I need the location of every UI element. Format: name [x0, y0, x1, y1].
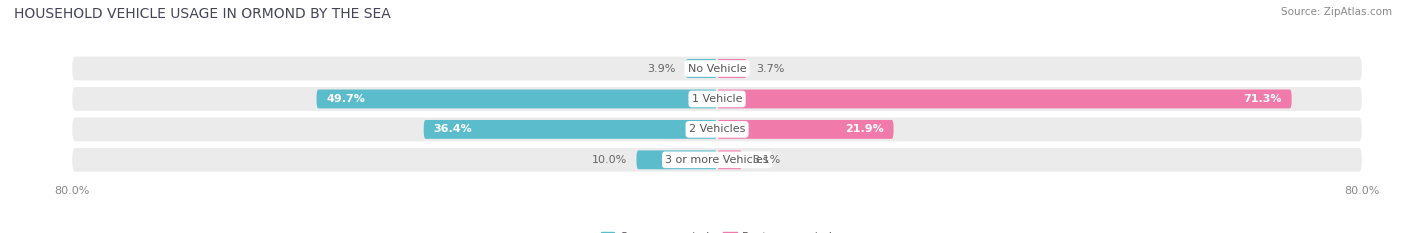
Text: 3 or more Vehicles: 3 or more Vehicles [665, 155, 769, 165]
FancyBboxPatch shape [686, 59, 717, 78]
FancyBboxPatch shape [423, 120, 717, 139]
Text: 21.9%: 21.9% [845, 124, 884, 134]
Text: 36.4%: 36.4% [433, 124, 472, 134]
FancyBboxPatch shape [717, 150, 742, 169]
Text: 71.3%: 71.3% [1243, 94, 1282, 104]
FancyBboxPatch shape [72, 148, 1362, 172]
Text: 1 Vehicle: 1 Vehicle [692, 94, 742, 104]
FancyBboxPatch shape [316, 89, 717, 108]
Text: 2 Vehicles: 2 Vehicles [689, 124, 745, 134]
FancyBboxPatch shape [637, 150, 717, 169]
Text: No Vehicle: No Vehicle [688, 64, 747, 74]
FancyBboxPatch shape [72, 57, 1362, 80]
Text: HOUSEHOLD VEHICLE USAGE IN ORMOND BY THE SEA: HOUSEHOLD VEHICLE USAGE IN ORMOND BY THE… [14, 7, 391, 21]
Text: 10.0%: 10.0% [592, 155, 627, 165]
FancyBboxPatch shape [72, 87, 1362, 111]
Text: 3.1%: 3.1% [752, 155, 780, 165]
Text: Source: ZipAtlas.com: Source: ZipAtlas.com [1281, 7, 1392, 17]
FancyBboxPatch shape [717, 120, 894, 139]
FancyBboxPatch shape [717, 89, 1292, 108]
Text: 3.7%: 3.7% [756, 64, 785, 74]
Legend: Owner-occupied, Renter-occupied: Owner-occupied, Renter-occupied [596, 227, 838, 233]
FancyBboxPatch shape [717, 59, 747, 78]
FancyBboxPatch shape [72, 117, 1362, 141]
Text: 49.7%: 49.7% [326, 94, 366, 104]
Text: 3.9%: 3.9% [648, 64, 676, 74]
